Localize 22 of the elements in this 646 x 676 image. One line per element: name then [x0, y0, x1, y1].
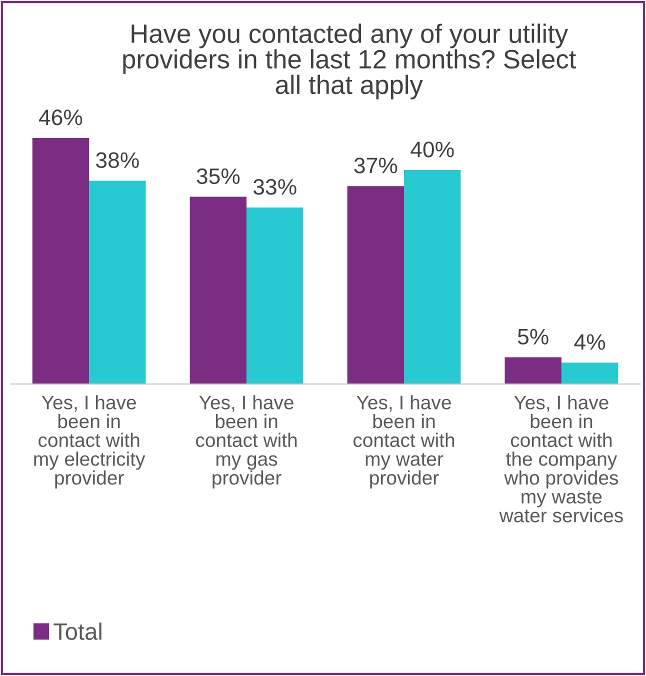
data-label: 35% — [196, 168, 240, 184]
data-label: 4% — [574, 334, 606, 350]
data-label: 40% — [410, 142, 454, 158]
x-tick-label: Yes, I have been in contact with my electricity provider — [34, 395, 146, 489]
bar — [404, 170, 461, 384]
data-label: 5% — [518, 328, 548, 345]
data-label: 38% — [96, 152, 139, 168]
bar — [504, 357, 562, 384]
bar — [347, 186, 404, 384]
legend-label: Total — [54, 622, 102, 640]
data-label: 46% — [38, 110, 82, 126]
data-label: 37% — [354, 158, 398, 174]
bar — [190, 196, 247, 384]
chart-title: Have you contacted any of your utility providers in the last 12 months? Select all that apply — [123, 24, 576, 100]
bar — [32, 138, 90, 384]
bar — [246, 208, 304, 384]
x-tick-label: Yes, I have been in contact with the company who provides my waste water services — [499, 395, 623, 522]
x-tick-label: Yes, I have been in contact with my water provider — [353, 395, 454, 489]
x-tick-label: Yes, I have been in contact with my gas provider — [196, 395, 297, 489]
bar — [89, 180, 146, 384]
bar — [561, 362, 618, 384]
data-label: 33% — [253, 179, 296, 195]
